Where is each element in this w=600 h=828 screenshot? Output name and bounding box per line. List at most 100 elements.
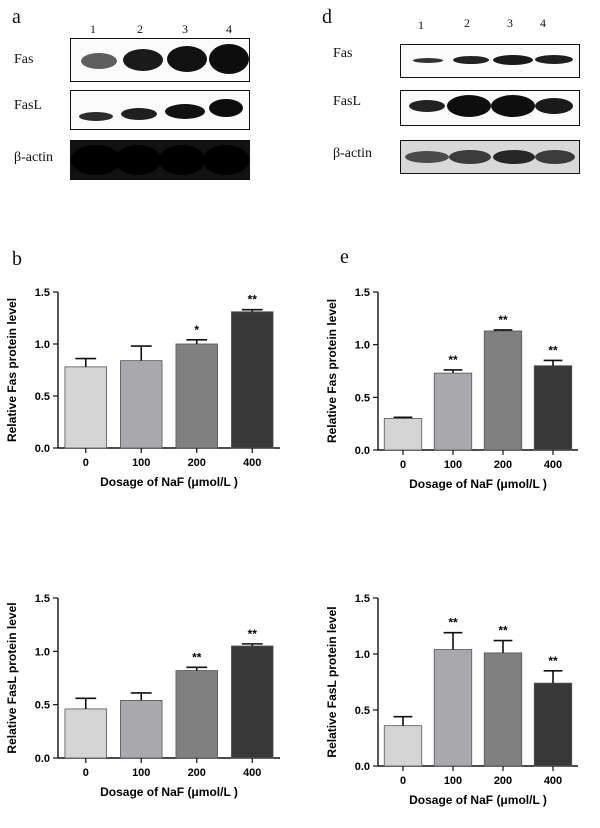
blot-band: [165, 104, 205, 119]
blot-band: [493, 150, 535, 164]
blot-band: [449, 150, 491, 164]
y-tick-label: 0.0: [355, 445, 370, 457]
significance-mark: **: [498, 313, 508, 327]
bar-chart-e-fasl: 0.0 0.5 1.0 1.5 0 ** 100 ** 200 ** 400 Dosage of Na…: [325, 593, 578, 807]
blot-row-label: Fas: [14, 52, 34, 67]
blot-band: [203, 145, 249, 175]
blot-row-label: Fas: [333, 46, 353, 61]
bar: [433, 649, 473, 767]
blot-row-label: β-actin: [333, 146, 372, 161]
bar: [175, 670, 218, 759]
y-axis-label: Relative Fas protein level: [5, 298, 19, 442]
bar: [533, 365, 573, 451]
x-tick-label: 0: [83, 457, 89, 469]
blot-strip-fas: [400, 44, 580, 78]
x-tick-label: 100: [132, 767, 150, 779]
blot-strip-actin: [400, 140, 580, 174]
bar-chart-e-fas: 0.0 0.5 1.0 1.5 0 ** 100 ** 200 ** 400 Dosage of Na…: [325, 287, 578, 491]
y-tick-label: 0.5: [355, 705, 370, 717]
bar: [483, 652, 523, 767]
bar: [383, 725, 423, 767]
x-tick-label: 100: [444, 775, 462, 787]
x-tick-label: 400: [544, 459, 562, 471]
x-axis-label: Dosage of NaF (μmol/L ): [100, 475, 238, 489]
blot-band: [71, 145, 121, 175]
significance-mark: *: [194, 323, 199, 337]
lane-number: 2: [464, 16, 470, 30]
significance-mark: **: [548, 343, 558, 357]
blot-band: [535, 98, 573, 114]
x-axis-label: Dosage of NaF (μmol/L ): [409, 477, 547, 491]
significance-mark: **: [248, 293, 258, 307]
bar: [533, 682, 573, 767]
y-tick-label: 0.5: [35, 700, 50, 712]
y-tick-label: 0.0: [35, 443, 50, 455]
blot-band: [447, 95, 491, 117]
bar: [120, 700, 163, 759]
y-tick-label: 0.5: [355, 392, 370, 404]
x-tick-label: 200: [494, 459, 512, 471]
bar: [483, 330, 523, 451]
blot-band: [159, 145, 205, 175]
x-tick-label: 200: [188, 457, 206, 469]
x-tick-label: 400: [544, 775, 562, 787]
y-axis-label: Relative FasL protein level: [5, 602, 19, 753]
western-blot-d: 1 2 3 4 Fas FasL β-actin: [0, 0, 600, 190]
x-tick-label: 400: [243, 767, 261, 779]
blot-row-label: FasL: [14, 98, 42, 113]
blot-strip-fasl: [400, 90, 580, 126]
blot-band: [405, 151, 449, 163]
significance-mark: **: [448, 353, 458, 367]
blot-band: [209, 44, 249, 74]
y-axis-label: Relative Fas protein level: [325, 299, 339, 443]
bar: [64, 708, 107, 759]
y-tick-label: 1.5: [35, 287, 50, 299]
lane-number: 4: [540, 16, 546, 30]
bar: [231, 645, 274, 759]
lane-number: 3: [507, 16, 513, 30]
y-tick-label: 1.0: [355, 649, 370, 661]
blot-band: [535, 150, 575, 164]
western-blot-a: 1 2 3 4 Fas FasL β-actin: [0, 0, 300, 190]
blot-row-label: FasL: [333, 94, 361, 109]
lane-number: 4: [226, 22, 232, 36]
y-tick-label: 0.0: [35, 753, 50, 765]
lane-number: 3: [182, 22, 188, 36]
blot-band: [121, 108, 157, 120]
x-tick-label: 400: [243, 457, 261, 469]
x-tick-label: 200: [188, 767, 206, 779]
bar: [120, 360, 163, 449]
bar: [175, 343, 218, 449]
x-axis-label: Dosage of NaF (μmol/L ): [100, 785, 238, 799]
blot-band: [453, 56, 489, 64]
y-tick-label: 1.5: [355, 593, 370, 605]
x-tick-label: 0: [400, 775, 406, 787]
bar: [231, 311, 274, 449]
blot-band: [493, 55, 533, 65]
x-tick-label: 100: [444, 459, 462, 471]
significance-mark: **: [548, 654, 558, 668]
blot-strip-actin: [70, 140, 250, 180]
lane-number: 2: [137, 22, 143, 36]
y-tick-label: 1.0: [355, 340, 370, 352]
panel-letter-b: b: [12, 248, 22, 270]
blot-band: [123, 49, 163, 71]
blot-band: [209, 99, 243, 117]
panel-letter-d: d: [322, 6, 332, 28]
bar-chart-b-fas: 0.0 0.5 1.0 1.5 0 100 * 200 ** 400 Dosage of NaF (…: [5, 287, 280, 489]
significance-mark: **: [192, 650, 202, 664]
blot-band: [409, 100, 445, 112]
blot-row-label: β-actin: [14, 150, 53, 165]
y-tick-label: 1.0: [35, 339, 50, 351]
x-tick-label: 200: [494, 775, 512, 787]
blot-band: [535, 55, 573, 64]
y-tick-label: 1.5: [355, 287, 370, 299]
panel-letter-e: e: [340, 246, 349, 268]
y-axis-label: Relative FasL protein level: [325, 606, 339, 757]
panel-letter-a: a: [12, 6, 21, 28]
y-tick-label: 0.0: [355, 761, 370, 773]
bar: [383, 417, 423, 451]
blot-band: [115, 145, 161, 175]
significance-mark: **: [498, 624, 508, 638]
blot-strip-fas: [70, 38, 250, 82]
